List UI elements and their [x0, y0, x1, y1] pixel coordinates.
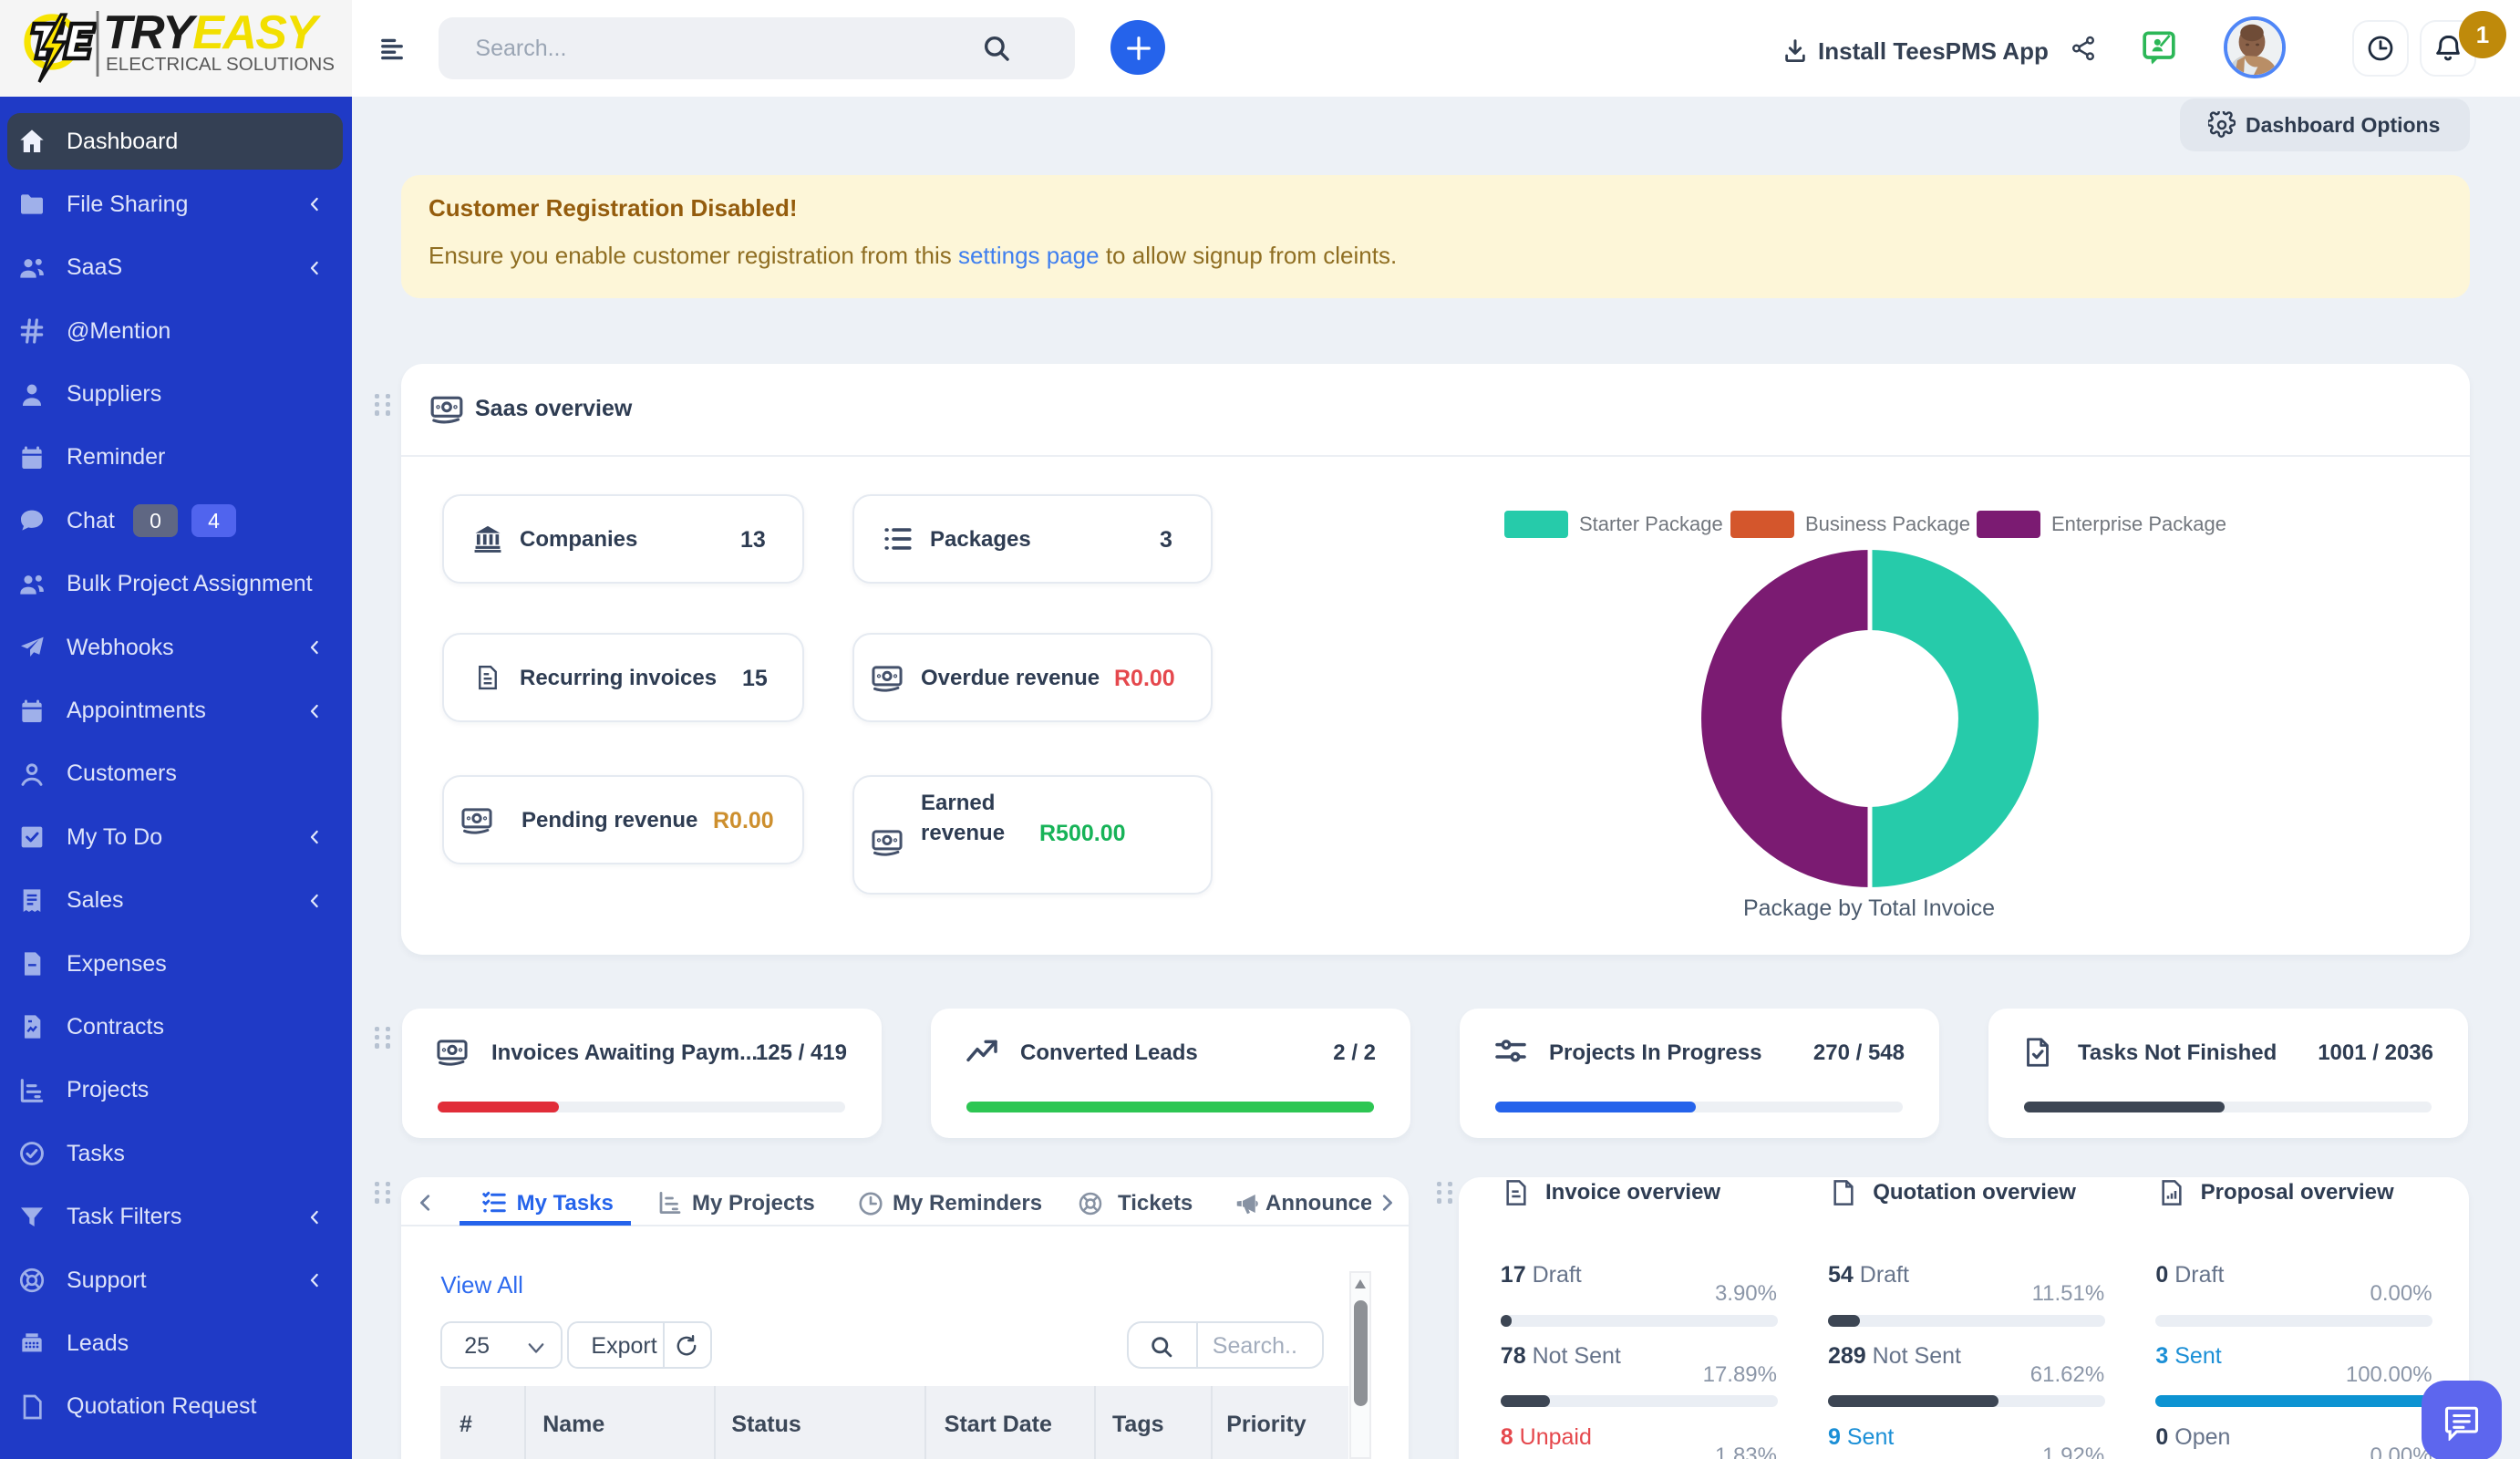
- svg-text:ELECTRICAL SOLUTIONS: ELECTRICAL SOLUTIONS: [106, 54, 335, 75]
- svg-text:TRYEASY: TRYEASY: [103, 6, 321, 59]
